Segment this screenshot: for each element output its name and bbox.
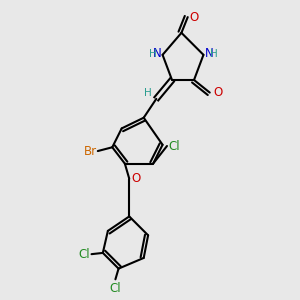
Text: Cl: Cl (168, 140, 180, 152)
Text: Br: Br (83, 145, 97, 158)
Text: N: N (205, 47, 214, 60)
Text: H: H (148, 49, 156, 58)
Text: Cl: Cl (110, 283, 121, 296)
Text: O: O (213, 86, 222, 99)
Text: O: O (132, 172, 141, 185)
Text: N: N (153, 47, 161, 60)
Text: H: H (210, 49, 218, 58)
Text: H: H (144, 88, 152, 98)
Text: O: O (189, 11, 198, 24)
Text: Cl: Cl (79, 248, 90, 261)
